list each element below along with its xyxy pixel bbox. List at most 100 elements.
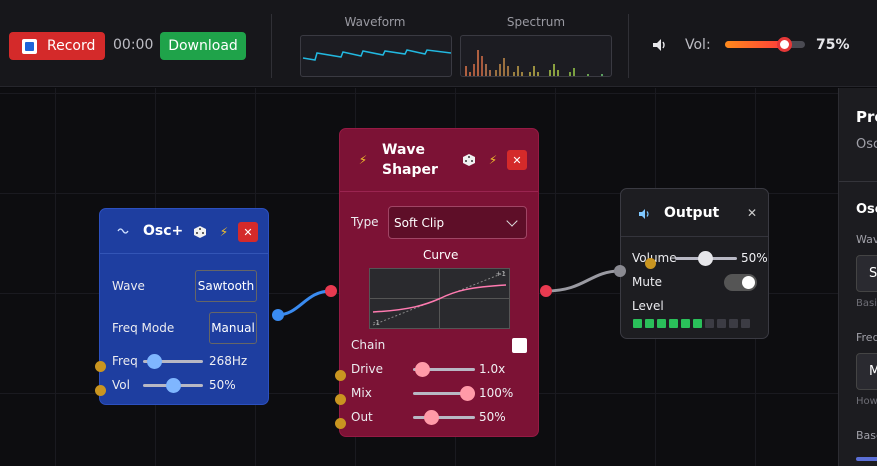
volume-slider-fill [725,41,785,48]
drive-value: 1.0x [479,362,506,376]
spectrum-label: Spectrum [506,15,566,29]
freq-mode-select[interactable]: Manual [209,312,257,344]
volume-slider-track[interactable] [725,41,805,48]
curve-min-label: -1 [373,319,380,327]
type-label: Type [351,215,379,229]
volume-input-port[interactable] [645,258,656,269]
volume-label: Vol: [685,37,711,53]
level-segment [741,319,750,328]
level-segment [681,319,690,328]
drive-slider-thumb[interactable] [415,362,430,377]
vol-input-port[interactable] [95,385,106,396]
dice-icon[interactable] [191,223,209,241]
properties-panel: Properties Osc+ Oscillator Wave Sawtooth… [838,88,877,466]
panel-base-freq-slider[interactable] [856,457,877,461]
drive-slider-track[interactable] [413,368,475,371]
drive-label: Drive [351,362,383,376]
panel-subtitle: Osc+ [856,137,877,152]
spectrum-bars [465,50,603,76]
divider [839,181,877,182]
wave-select[interactable]: Sawtooth [195,270,257,302]
spectrum-display [460,35,612,77]
drive-input-port[interactable] [335,370,346,381]
shaper-input-port[interactable] [325,285,337,297]
freq-value: 268Hz [209,354,248,368]
freq-mode-label: Freq Mode [112,321,175,335]
waveform-trace [302,49,451,61]
recording-timer: 00:00 [113,37,154,53]
output-node-header[interactable] [621,189,768,237]
type-select-value: Soft Clip [394,215,445,230]
speaker-icon [639,209,649,219]
mute-label: Mute [632,275,663,289]
mute-toggle[interactable] [724,274,757,291]
divider [271,14,272,78]
level-segment [705,319,714,328]
level-segment [657,319,666,328]
chevron-down-icon [506,215,518,227]
freq-label: Freq [112,354,138,368]
dice-icon[interactable] [460,151,478,169]
chain-checkbox[interactable] [512,338,527,353]
wave-shaper-header[interactable] [340,129,538,192]
panel-base-freq-label: Base Freq [856,429,877,442]
wave-shaper-title-line1: Wave [382,142,426,158]
osc-node-header[interactable] [100,209,268,254]
out-value: 50% [479,410,506,424]
level-label: Level [632,299,664,313]
output-volume-label: Volume [632,251,677,265]
osc-node[interactable]: Osc+ ⚡ ✕ Wave Sawtooth Freq Mode Manual … [99,208,269,405]
mix-slider-thumb[interactable] [460,386,475,401]
freq-slider-track[interactable] [143,360,203,363]
output-volume-slider-thumb[interactable] [698,251,713,266]
panel-freq-select[interactable]: Manual [856,353,877,390]
curve-plot [370,269,509,328]
volume-slider-thumb[interactable] [777,37,792,52]
out-input-port[interactable] [335,418,346,429]
close-icon[interactable]: ✕ [747,206,758,220]
type-select[interactable]: Soft Clip [388,206,527,239]
record-button[interactable]: Record [9,32,105,60]
out-slider-thumb[interactable] [424,410,439,425]
wave-shaper-node[interactable]: ⚡ Wave Shaper ⚡ ✕ Type Soft Clip Curve +… [339,128,539,437]
freq-input-port[interactable] [95,361,106,372]
vol-slider-thumb[interactable] [166,378,181,393]
level-segment [729,319,738,328]
level-segment [633,319,642,328]
osc-node-title: Osc+ [143,223,184,239]
lightning-icon[interactable]: ⚡ [488,153,498,167]
toolbar: Record 00:00 Download Waveform Spectrum [0,0,877,87]
freq-slider-thumb[interactable] [147,354,162,369]
download-button[interactable]: Download [160,32,246,60]
volume-value: 75% [816,37,850,53]
output-input-port[interactable] [614,265,626,277]
chain-label: Chain [351,338,386,352]
lightning-icon[interactable]: ⚡ [219,225,229,239]
mix-input-port[interactable] [335,394,346,405]
vol-label: Vol [112,378,130,392]
panel-wave-label: Wave [856,233,877,246]
wave-shaper-title-line2: Shaper [382,162,438,178]
mix-slider-track[interactable] [413,392,475,395]
level-segment [693,319,702,328]
close-button[interactable]: ✕ [507,150,527,170]
sine-wave-icon [117,228,129,234]
osc-output-port[interactable] [272,309,284,321]
panel-title: Properties [856,108,877,126]
panel-freq-label: Freq Mode [856,331,877,344]
curve-label: Curve [423,248,459,262]
panel-freq-hint: How frequency is set [856,396,877,407]
output-node[interactable]: Output ✕ Volume 50% Mute Level [620,188,769,339]
level-meter [633,319,750,328]
shaper-output-port[interactable] [540,285,552,297]
mix-value: 100% [479,386,514,400]
panel-section-title: Oscillator [856,202,877,217]
waveform-label: Waveform [344,15,406,29]
level-segment [645,319,654,328]
panel-wave-select[interactable]: Sawtooth [856,255,877,292]
record-icon [22,38,37,54]
close-button[interactable]: ✕ [238,222,258,242]
speaker-icon[interactable] [652,38,668,52]
curve-max-label: +1 [495,270,506,278]
out-slider-track[interactable] [413,416,475,419]
